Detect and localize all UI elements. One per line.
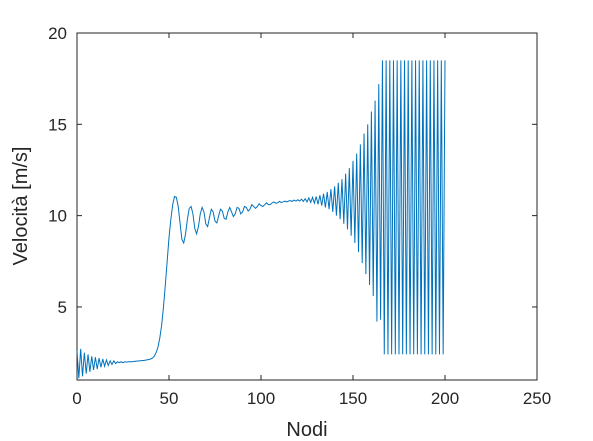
x-tick-label: 50 xyxy=(160,389,179,408)
series-line xyxy=(76,60,446,379)
y-tick-label: 20 xyxy=(48,24,67,43)
x-tick-label: 100 xyxy=(247,389,275,408)
x-axis-label: Nodi xyxy=(286,419,327,441)
y-tick-label: 15 xyxy=(48,115,67,134)
y-tick-label: 10 xyxy=(48,207,67,226)
y-tick-label: 5 xyxy=(58,298,67,317)
y-ticks: 5 10 15 20 xyxy=(48,24,537,317)
x-tick-label: 250 xyxy=(523,389,551,408)
x-tick-label: 150 xyxy=(339,389,367,408)
y-axis-label: Velocità [m/s] xyxy=(10,147,32,266)
x-tick-label: 0 xyxy=(72,389,81,408)
plot-area xyxy=(76,32,538,381)
x-ticks: 0 50 100 150 200 250 xyxy=(72,33,551,408)
x-tick-label: 200 xyxy=(431,389,459,408)
